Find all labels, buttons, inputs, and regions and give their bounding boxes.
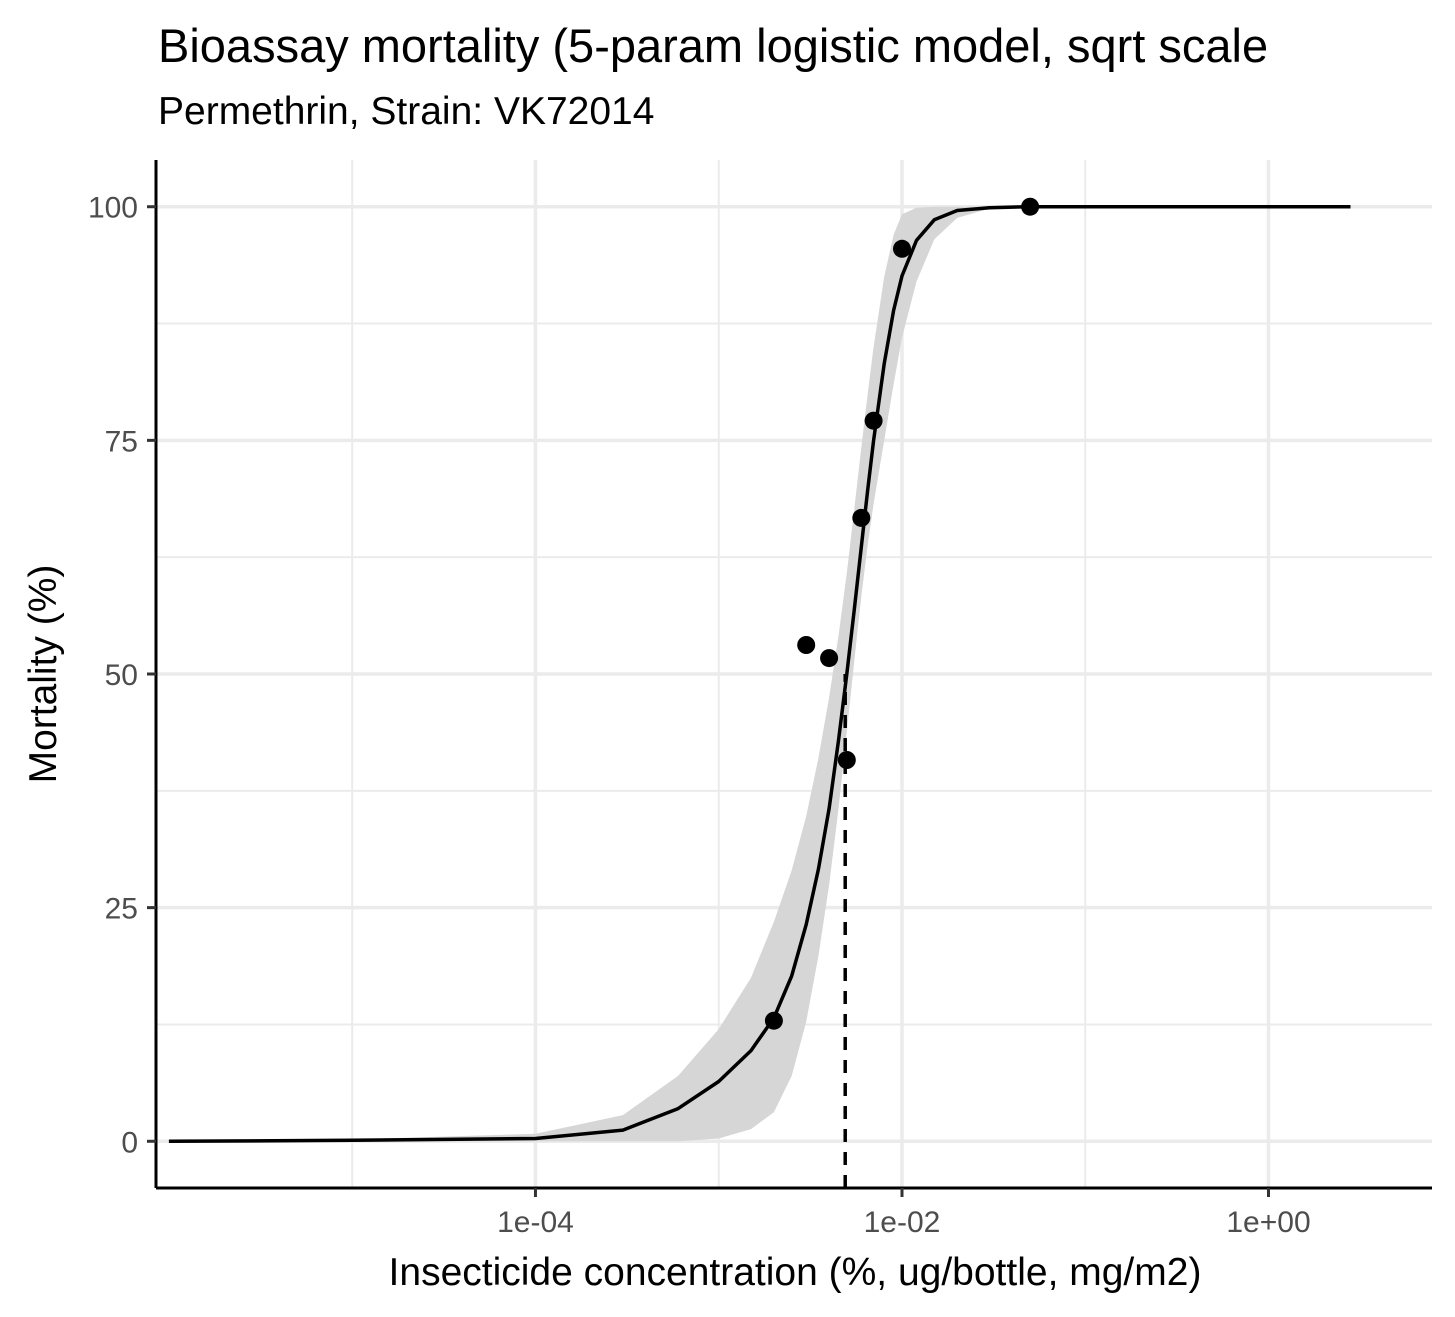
fitted-curve [168,204,1351,1144]
data-point [852,508,871,527]
x-tick-label: 1e-02 [864,1206,941,1239]
data-point [820,649,839,668]
y-ticks: 0 25 50 75 100 [88,192,156,1159]
y-tick-label: 25 [105,893,138,926]
y-axis-title: Mortality (%) [22,565,65,784]
data-points-layer [764,197,1040,1030]
chart-subtitle: Permethrin, Strain: VK72014 [158,90,655,133]
x-axis-title: Insecticide concentration (%, ug/bottle,… [389,1251,1202,1294]
data-point [837,751,856,769]
y-tick-label: 50 [105,659,138,692]
y-tick-label: 0 [121,1126,138,1159]
y-tick-label: 100 [88,192,138,225]
data-point [864,411,883,430]
x-tick-label: 1e+00 [1226,1206,1310,1239]
chart-title: Bioassay mortality (5-param logistic mod… [158,19,1269,72]
x-tick-label: 1e-04 [497,1206,574,1239]
data-point [1021,197,1040,216]
data-point [893,239,911,258]
y-tick-label: 75 [105,425,138,458]
data-point [764,1011,783,1030]
data-point [797,636,816,654]
x-ticks: 1e-04 1e-02 1e+00 [497,1188,1311,1239]
fitted-curve-layer [168,204,1351,1144]
